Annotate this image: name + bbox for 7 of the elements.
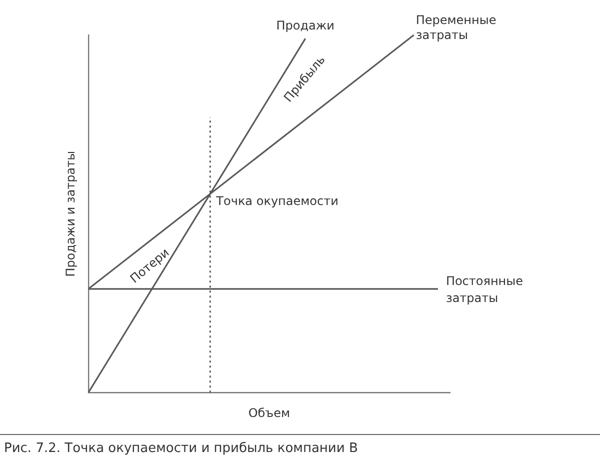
series-label: Постоянные затраты [446,274,524,306]
annotation: Точка окупаемости [215,194,338,208]
text: Рис. 7.2. Точка окупаемости и прибыль компании B [0,434,600,462]
series-label: Переменные затраты [416,13,496,42]
series-label: Продажи [276,18,334,33]
x-axis-title: Объем [248,406,290,420]
y-axis-title: Продажи и затраты [63,150,78,277]
